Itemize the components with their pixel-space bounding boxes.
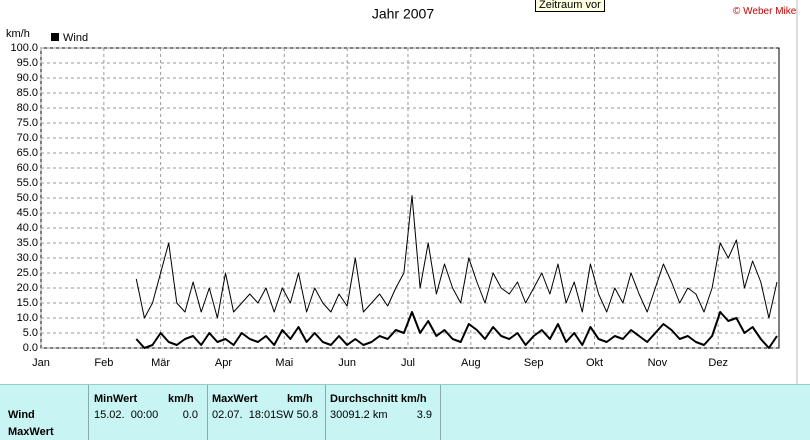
data-line — [135, 195, 778, 319]
row-label: Wind — [8, 409, 35, 421]
y-tick-label: 95.0 — [17, 57, 38, 69]
y-tick-label: 55.0 — [17, 177, 38, 189]
chart: Jahr 2007 km/h Wind 0.0 5.0 10.0 15.0 20.0 25… — [6, 0, 798, 384]
x-tick-label: Aug — [461, 357, 481, 369]
row-label: MaxWert — [8, 426, 54, 438]
y-tick-label: 65.0 — [17, 147, 38, 159]
y-tick-label: 15.0 — [17, 297, 38, 309]
y-tick-label: 45.0 — [17, 207, 38, 219]
y-tick-label: 35.0 — [17, 237, 38, 249]
x-tick-label: Sep — [524, 357, 544, 369]
x-tick-label: Apr — [215, 357, 232, 369]
y-tick-label: 30.0 — [17, 252, 38, 264]
y-axis-label: km/h — [6, 28, 30, 40]
separator — [440, 385, 441, 440]
y-tick-label: 90.0 — [17, 72, 38, 84]
y-tick-label: 85.0 — [17, 87, 38, 99]
header: MaxWert — [212, 393, 258, 405]
cell: 30091.2 km — [330, 409, 388, 421]
x-tick-label: Jan — [32, 357, 50, 369]
cell: 3.9 — [416, 409, 432, 421]
tooltip: Zeitraum vor — [535, 0, 605, 12]
y-tick-label: 50.0 — [17, 192, 38, 204]
chart-title: Jahr 2007 — [372, 6, 434, 22]
y-tick-label: 40.0 — [17, 222, 38, 234]
legend-label: Wind — [63, 32, 88, 44]
summary-panel: MinWert km/h MaxWert km/h Durchschnitt k… — [0, 384, 810, 440]
x-tick-label: Nov — [648, 357, 668, 369]
legend-swatch — [51, 33, 59, 41]
y-tick-label: 70.0 — [17, 132, 38, 144]
x-tick-label: Mär — [151, 357, 170, 369]
x-tick-label: Mai — [275, 357, 293, 369]
header: Durchschnitt km/h — [330, 393, 427, 405]
x-tick-label: Dez — [708, 357, 728, 369]
y-tick-label: 100.0 — [10, 42, 38, 54]
y-tick-label: 5.0 — [23, 327, 38, 339]
separator — [325, 385, 326, 440]
header: MinWert — [94, 393, 138, 405]
copyright: © Weber Mike — [733, 6, 797, 17]
x-tick-label: Jul — [401, 357, 415, 369]
y-tick-label: 10.0 — [17, 312, 38, 324]
cell: 15.02. 00:00 — [94, 409, 159, 421]
y-tick-label: 75.0 — [17, 117, 38, 129]
cell: SW 50.8 — [275, 409, 318, 421]
y-tick-label: 25.0 — [17, 267, 38, 279]
header: km/h — [168, 393, 194, 405]
y-tick-label: 80.0 — [17, 102, 38, 114]
y-tick-label: 20.0 — [17, 282, 38, 294]
header: km/h — [287, 393, 313, 405]
separator — [88, 385, 89, 440]
cell: 0.0 — [182, 409, 198, 421]
data-line — [135, 311, 778, 349]
x-tick-label: Jun — [338, 357, 356, 369]
cell: 02.07. 18:01 — [212, 409, 277, 421]
separator — [207, 385, 208, 440]
y-tick-label: 60.0 — [17, 162, 38, 174]
x-tick-label: Okt — [586, 357, 603, 369]
x-tick-label: Feb — [94, 357, 113, 369]
y-tick-label: 0.0 — [23, 342, 38, 354]
